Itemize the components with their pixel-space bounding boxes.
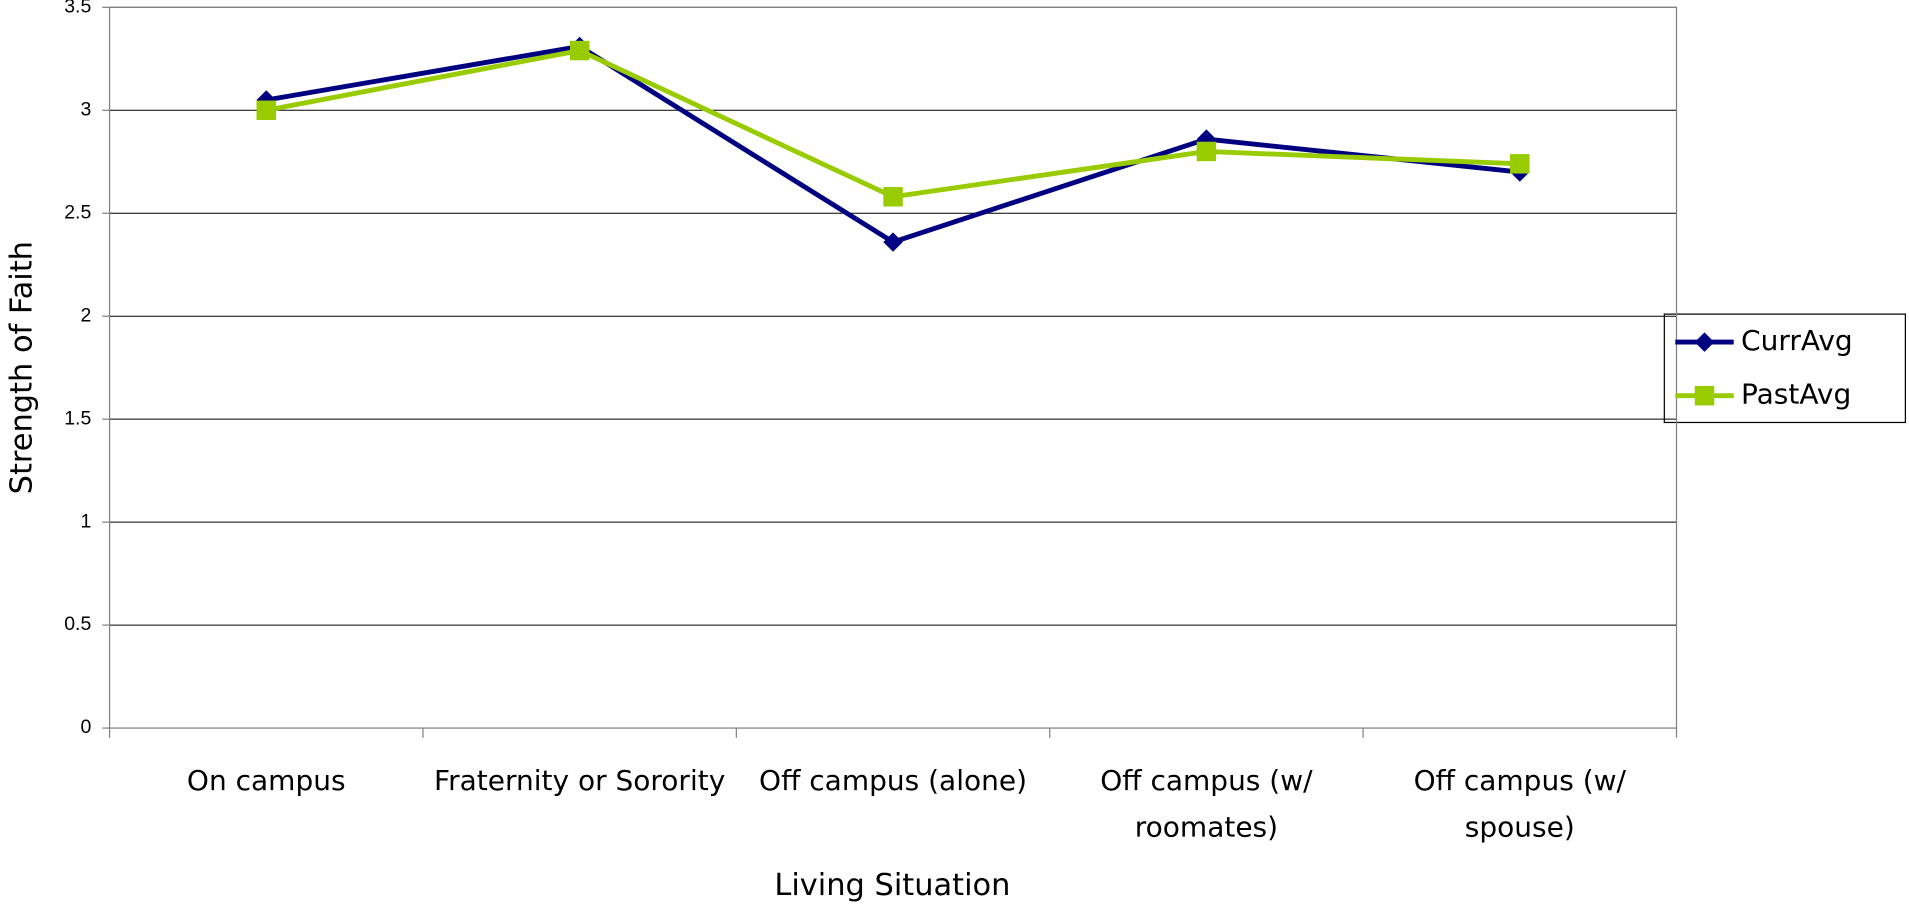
x-axis-title: Living Situation (774, 868, 1010, 903)
y-tick-label: 3 (80, 98, 91, 120)
marker (883, 187, 903, 207)
marker (1196, 141, 1217, 162)
y-tick-label: 1.5 (64, 407, 91, 429)
legend-label: PastAvg (1741, 378, 1851, 411)
y-tick-label: 2.5 (64, 201, 91, 223)
x-tick-label: Off campus (alone) (759, 765, 1028, 798)
x-tick-label: Fraternity or Sorority (434, 765, 726, 798)
marker (256, 100, 277, 121)
x-tick-label: Off campus (w/ roomates) (1100, 765, 1313, 844)
plot-border (108, 6, 1678, 729)
series-line (265, 48, 1520, 200)
y-tick-label: 1 (80, 510, 91, 532)
y-tick-label: 0 (80, 716, 91, 738)
y-tick-label: 2 (80, 304, 91, 326)
y-tick-label: 0.5 (64, 613, 91, 635)
marker (1510, 154, 1530, 174)
x-tick-label: On campus (186, 765, 346, 798)
y-axis-title: Strength of Faith (5, 241, 40, 494)
legend-marker (1694, 385, 1715, 406)
legend-label: CurrAvg (1741, 324, 1853, 357)
x-tick-label: Off campus (w/ spouse) (1413, 765, 1626, 844)
y-tick-label: 3.5 (64, 0, 91, 17)
marker (569, 40, 590, 61)
